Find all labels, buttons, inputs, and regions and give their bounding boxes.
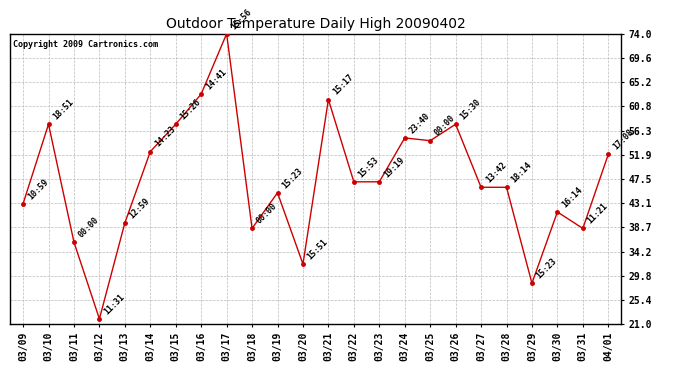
Text: 17:08: 17:08: [611, 128, 635, 152]
Text: 11:31: 11:31: [102, 292, 126, 316]
Text: 15:56: 15:56: [229, 7, 253, 31]
Text: 15:23: 15:23: [280, 166, 304, 190]
Text: 18:14: 18:14: [509, 160, 533, 184]
Text: 23:40: 23:40: [408, 111, 431, 135]
Text: 15:23: 15:23: [535, 256, 559, 280]
Text: 15:51: 15:51: [306, 237, 330, 261]
Text: 15:53: 15:53: [357, 155, 381, 179]
Text: 14:23: 14:23: [153, 125, 177, 149]
Text: 00:00: 00:00: [77, 215, 101, 239]
Text: Copyright 2009 Cartronics.com: Copyright 2009 Cartronics.com: [13, 40, 159, 49]
Text: 00:00: 00:00: [433, 114, 457, 138]
Text: 15:17: 15:17: [331, 73, 355, 97]
Text: 18:51: 18:51: [51, 98, 75, 122]
Text: 15:30: 15:30: [458, 98, 482, 122]
Text: 13:42: 13:42: [484, 160, 508, 184]
Text: 11:21: 11:21: [586, 202, 610, 226]
Text: 00:00: 00:00: [255, 202, 279, 226]
Text: 16:14: 16:14: [560, 185, 584, 209]
Text: 19:19: 19:19: [382, 155, 406, 179]
Text: 14:41: 14:41: [204, 67, 228, 91]
Text: 12:59: 12:59: [128, 196, 152, 220]
Text: 10:59: 10:59: [26, 177, 50, 201]
Title: Outdoor Temperature Daily High 20090402: Outdoor Temperature Daily High 20090402: [166, 17, 466, 31]
Text: 15:26: 15:26: [179, 98, 203, 122]
